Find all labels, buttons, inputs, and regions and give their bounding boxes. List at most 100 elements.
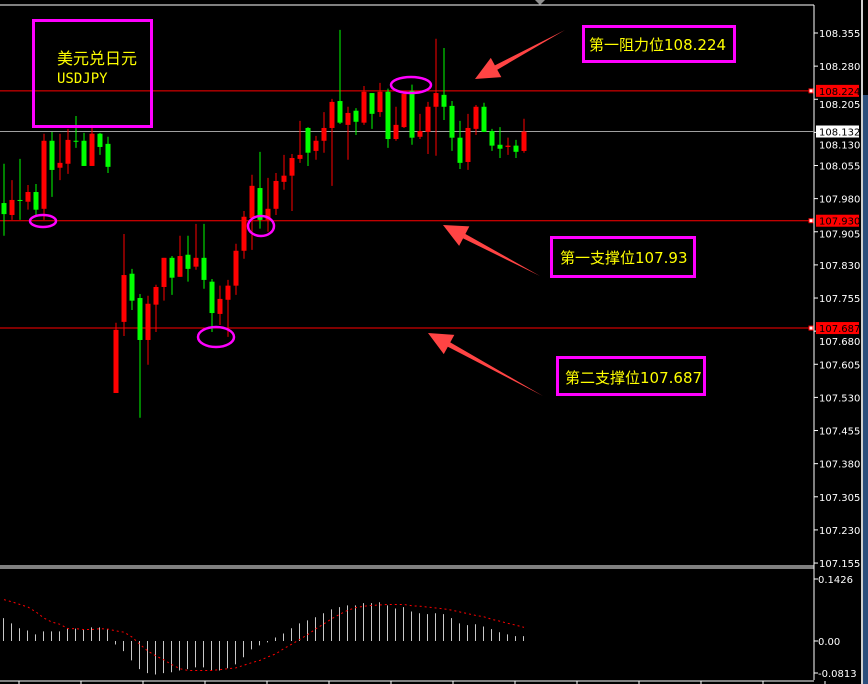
candle-down [409, 90, 415, 138]
candle-up [313, 140, 319, 151]
price-tick-label: 107.230 [819, 526, 860, 537]
level-line-handle [808, 325, 814, 331]
indicator-tick-label: -0.0813 [818, 669, 857, 680]
candle-down [489, 131, 495, 146]
candle-down [1, 203, 7, 215]
level-price-tag [816, 322, 859, 335]
candle-up [425, 106, 431, 132]
candle-down [337, 101, 343, 123]
candle-up [65, 139, 71, 164]
candle-up [217, 298, 223, 314]
candle-down [257, 188, 263, 220]
price-tick-label: 107.305 [819, 493, 860, 504]
candle-down [81, 140, 87, 166]
candle-up [41, 140, 47, 209]
candle-up [89, 133, 95, 166]
candle-down [33, 192, 39, 210]
signal-line [3, 599, 525, 671]
price-tick-label: 107.155 [819, 559, 860, 570]
current-price-label: 108.132 [819, 127, 860, 138]
candle-down [49, 140, 55, 170]
candle-up [57, 162, 63, 168]
candle-down [513, 145, 519, 152]
highlight-ellipse [389, 75, 433, 95]
candle-down [73, 140, 79, 142]
price-tick-label: 107.380 [819, 460, 860, 471]
candle-up [273, 180, 279, 209]
candle-up [113, 329, 119, 393]
candle-up [281, 175, 287, 182]
level-price-label: 107.930 [819, 217, 860, 228]
level-line-handle [808, 88, 814, 94]
candle-up [377, 91, 383, 113]
candle-up [321, 127, 327, 141]
candle-up [153, 286, 159, 305]
support2-text: 第二支撑位107.687 [565, 369, 703, 387]
candle-up [473, 106, 479, 129]
candle-up [329, 101, 335, 128]
level-line-handle [808, 218, 814, 224]
candle-down [481, 106, 487, 132]
candle-up [161, 257, 167, 287]
candle-down [129, 273, 135, 301]
candle-down [201, 257, 207, 280]
resistance1-text: 第一阻力位108.224 [589, 36, 727, 54]
candle-up [249, 185, 255, 219]
level-price-label: 108.224 [819, 87, 860, 98]
candle-up [121, 275, 127, 322]
candle-down [97, 133, 103, 147]
support1-text: 第一支撑位107.93 [560, 249, 688, 267]
candle-up [521, 131, 527, 151]
candle-up [289, 158, 295, 176]
candle-up [225, 285, 231, 300]
indicator-tick-label: 0.00 [818, 637, 840, 648]
price-tick-label: 108.205 [819, 100, 860, 111]
candle-up [25, 192, 31, 202]
highlight-ellipse [196, 325, 236, 349]
candle-up [297, 154, 303, 159]
highlight-ellipse [246, 214, 276, 238]
candle-up [9, 199, 15, 215]
candle-down [305, 127, 311, 153]
price-tick-label: 107.905 [819, 230, 860, 241]
candle-up [345, 112, 351, 125]
candle-up [265, 208, 271, 220]
candle-up [433, 93, 439, 107]
level-price-tag [816, 84, 859, 97]
candle-up [361, 91, 367, 123]
annotation-arrow [428, 333, 543, 396]
price-tick-label: 107.755 [819, 294, 860, 305]
candle-up [233, 250, 239, 286]
current-price-tag [816, 125, 859, 138]
price-tick-label: 107.830 [819, 261, 860, 272]
candle-down [449, 105, 455, 138]
indicator-tick-label: 0.1426 [818, 575, 853, 586]
resistance1-note: 第一阻力位108.224 [582, 25, 736, 63]
price-tick-label: 108.130 [819, 140, 860, 151]
candle-down [457, 137, 463, 163]
support1-note: 第一支撑位107.93 [550, 236, 696, 278]
candle-down [17, 199, 23, 201]
chart-shift-marker [535, 0, 545, 5]
candle-down [169, 257, 175, 278]
annotation-arrow [475, 30, 565, 79]
candle-up [193, 257, 199, 267]
price-tick-label: 107.530 [819, 393, 860, 404]
candle-down [209, 281, 215, 314]
symbol-ticker: USDJPY [57, 71, 108, 87]
candle-up [417, 131, 423, 137]
candle-up [465, 127, 471, 162]
symbol-label-box: 美元兑日元 USDJPY [32, 19, 153, 128]
candle-up [393, 124, 399, 140]
price-tick-label: 107.455 [819, 427, 860, 438]
window-edge [861, 0, 868, 684]
candle-down [353, 110, 359, 122]
level-price-tag [816, 214, 859, 227]
price-tick-label: 107.980 [819, 195, 860, 206]
window-edge-fill [863, 95, 868, 684]
price-tick-label: 107.605 [819, 360, 860, 371]
candle-up [177, 256, 183, 277]
candle-up [401, 93, 407, 128]
candle-up [505, 145, 511, 147]
